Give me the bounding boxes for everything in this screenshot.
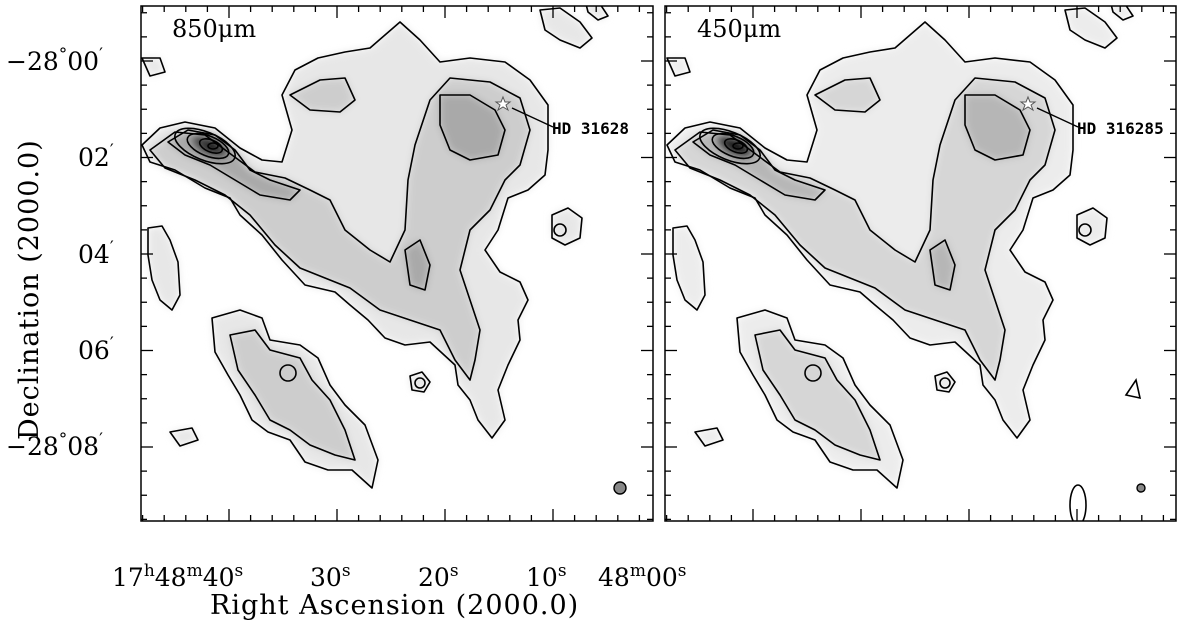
x-tick-label-2: 30s xyxy=(310,561,351,592)
panel-label-450: 450μm xyxy=(697,15,781,43)
y-tick-label-4: 06′ xyxy=(78,334,114,365)
annotation-star-850 xyxy=(494,95,554,128)
y-tick-label-1: −28°00′ xyxy=(6,45,103,76)
frame-850 xyxy=(140,5,654,522)
hd-label-850: HD 31628 xyxy=(552,119,629,138)
beam-850 xyxy=(613,481,627,495)
x-tick-label-3: 20s xyxy=(418,561,459,592)
x-tick-label-5: 48m00s xyxy=(598,561,686,592)
frame-450 xyxy=(664,5,1177,522)
y-tick-label-5: −28°08′ xyxy=(6,430,103,461)
y-tick-label-2: 02′ xyxy=(78,141,114,172)
beam-450 xyxy=(1136,483,1146,493)
y-axis-title: Declination (2000.0) xyxy=(14,139,45,440)
x-tick-label-4: 10s xyxy=(526,561,567,592)
panel-850-image xyxy=(141,6,653,521)
x-tick-labels: 17h48m40s 30s 20s 10s 48m00s xyxy=(112,561,686,592)
panel-450-image xyxy=(665,6,1176,521)
x-tick-label-1: 17h48m40s xyxy=(112,561,243,592)
annotation-star-450 xyxy=(1019,95,1079,128)
tick-marks xyxy=(141,6,1176,521)
x-axis-title: Right Ascension (2000.0) xyxy=(210,590,579,621)
panel-label-850: 850μm xyxy=(172,15,256,43)
hd-label-450: HD 316285 xyxy=(1077,119,1164,138)
y-tick-labels: −28°00′ 02′ 04′ 06′ −28°08′ xyxy=(6,45,114,461)
y-tick-label-3: 04′ xyxy=(78,238,114,269)
